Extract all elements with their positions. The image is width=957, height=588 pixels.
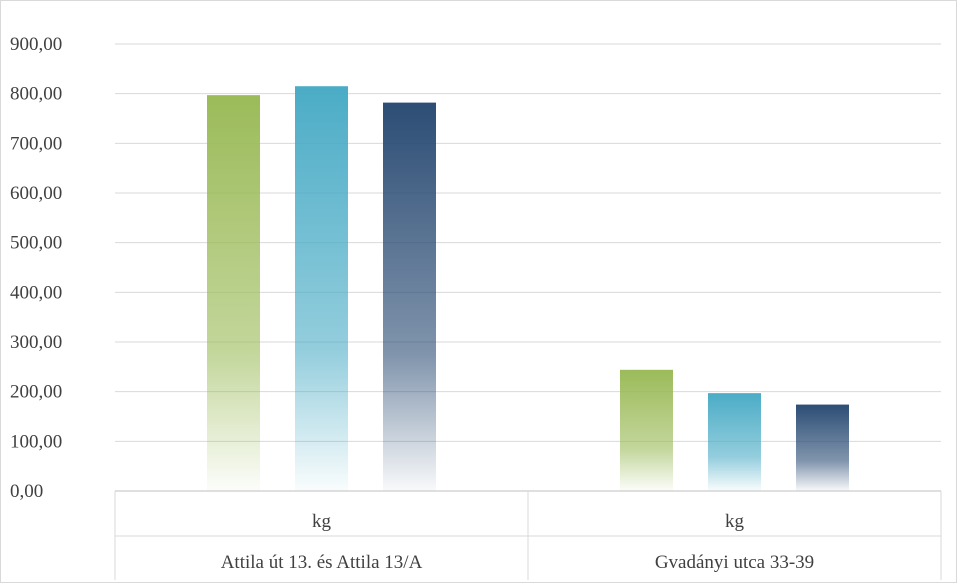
x-unit-label: kg	[312, 511, 332, 532]
y-tick-label: 600,00	[10, 183, 62, 204]
bar	[383, 102, 436, 492]
bar	[708, 393, 761, 491]
bar	[207, 95, 260, 491]
y-tick-label: 500,00	[10, 233, 62, 254]
x-unit-label: kg	[725, 511, 745, 532]
y-tick-label: 0,00	[10, 481, 43, 502]
y-tick-label: 400,00	[10, 282, 62, 303]
y-tick-label: 900,00	[10, 34, 62, 55]
x-category-label: Gvadányi utca 33-39	[655, 552, 814, 573]
y-axis-ticks: 0,00 100,00 200,00 300,00 400,00 500,00 600,00…	[10, 34, 62, 502]
y-tick-label: 100,00	[10, 431, 62, 452]
bar	[620, 369, 673, 491]
x-category-label: Attila út 13. és Attila 13/A	[221, 552, 423, 573]
y-tick-label: 800,00	[10, 84, 62, 105]
y-tick-label: 300,00	[10, 332, 62, 353]
y-tick-label: 700,00	[10, 133, 62, 154]
bars	[207, 86, 849, 492]
x-axis: kg Attila út 13. és Attila 13/A kg Gvadányi…	[114, 490, 942, 580]
bar	[796, 404, 849, 491]
bar	[295, 86, 348, 491]
y-tick-label: 200,00	[10, 382, 62, 403]
